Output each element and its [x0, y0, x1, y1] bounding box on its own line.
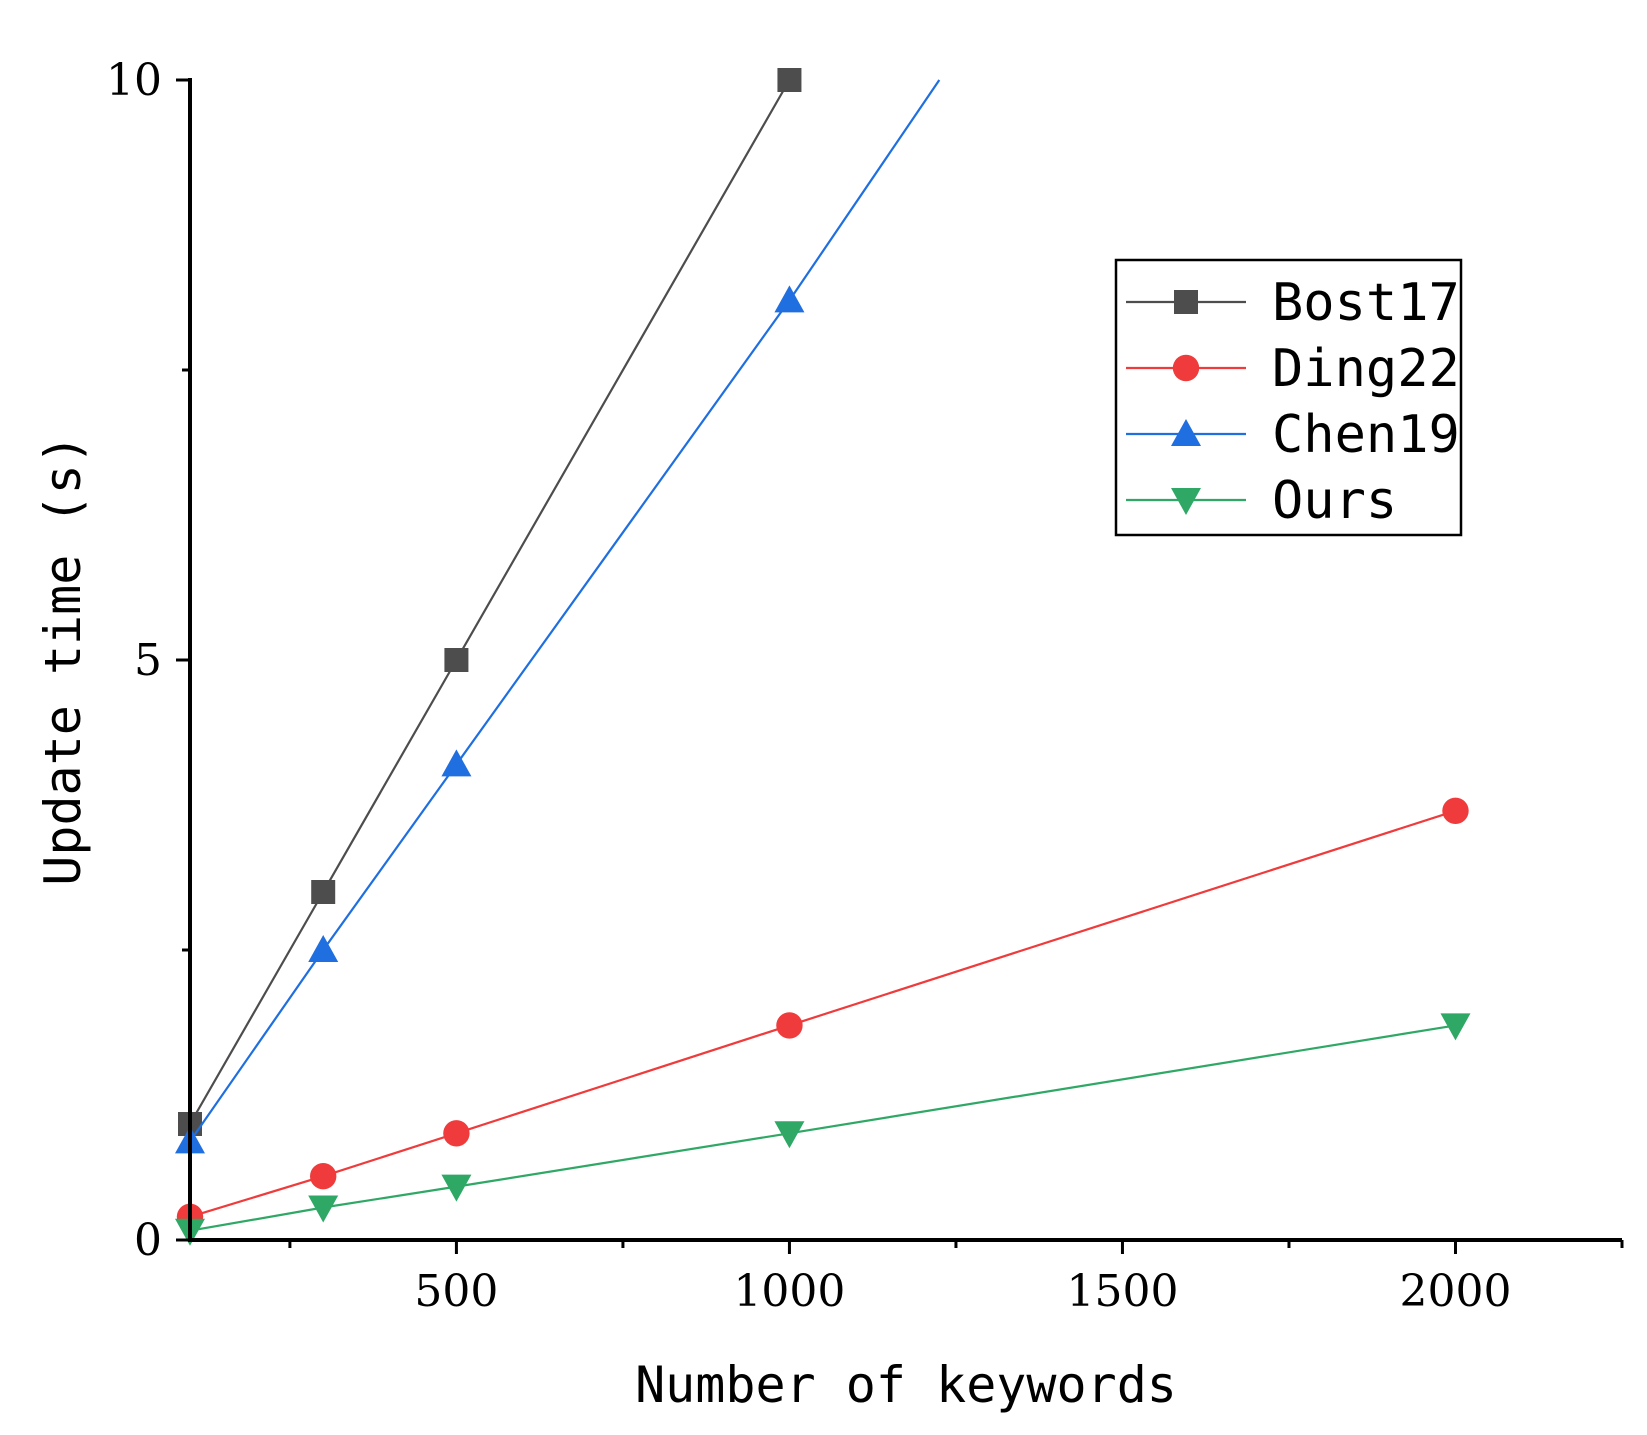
- data-point: [443, 1120, 470, 1147]
- legend-item-ours: Ours: [1126, 471, 1397, 531]
- x-tick-label: 2000: [1399, 1266, 1511, 1317]
- legend-marker: [1172, 354, 1200, 382]
- legend-item-bost17: Bost17: [1126, 273, 1460, 333]
- y-axis-title: Update time (s): [34, 434, 92, 886]
- data-point: [441, 749, 472, 777]
- legend-item-chen19: Chen19: [1126, 405, 1460, 465]
- legend-marker: [1171, 419, 1201, 446]
- data-point: [774, 285, 805, 313]
- data-point: [774, 1121, 805, 1149]
- x-tick-label: 500: [414, 1266, 498, 1317]
- series-ding22: [176, 797, 1469, 1231]
- legend-label: Ours: [1272, 471, 1397, 531]
- y-tick-label: 10: [106, 55, 162, 106]
- legend-label: Ding22: [1272, 339, 1460, 399]
- series-line: [189, 1024, 1456, 1232]
- legend-marker: [1171, 488, 1201, 515]
- y-tick-label: 0: [134, 1215, 162, 1266]
- x-tick-label: 1000: [733, 1266, 845, 1317]
- ticks-layer: 0 5 10 500 1000 1500 2000: [106, 55, 1624, 1317]
- plot-area: 0 5 10 500 1000 1500 2000: [106, 55, 1624, 1317]
- x-axis-title: Number of keywords: [635, 1356, 1177, 1414]
- series-line: [189, 79, 941, 1143]
- data-point: [444, 648, 469, 672]
- data-point: [1442, 797, 1469, 824]
- legend-marker: [1174, 290, 1198, 314]
- legend-label: Bost17: [1272, 273, 1460, 333]
- data-point: [1440, 1013, 1471, 1041]
- data-point: [776, 1012, 803, 1039]
- data-point: [311, 880, 336, 904]
- data-point: [777, 68, 802, 92]
- data-point: [310, 1163, 337, 1190]
- legend-label: Chen19: [1272, 405, 1460, 465]
- series-chen19: [175, 79, 941, 1154]
- series-line: [189, 79, 791, 1125]
- series-ours: [175, 1013, 1471, 1246]
- legend-item-ding22: Ding22: [1126, 339, 1460, 399]
- x-tick-label: 1500: [1066, 1266, 1178, 1317]
- y-tick-label: 5: [134, 635, 162, 686]
- data-point: [308, 1195, 339, 1223]
- data-point: [441, 1174, 472, 1202]
- data-point: [308, 935, 339, 962]
- series-bost17: [178, 68, 802, 1136]
- series-layer: [175, 68, 1471, 1246]
